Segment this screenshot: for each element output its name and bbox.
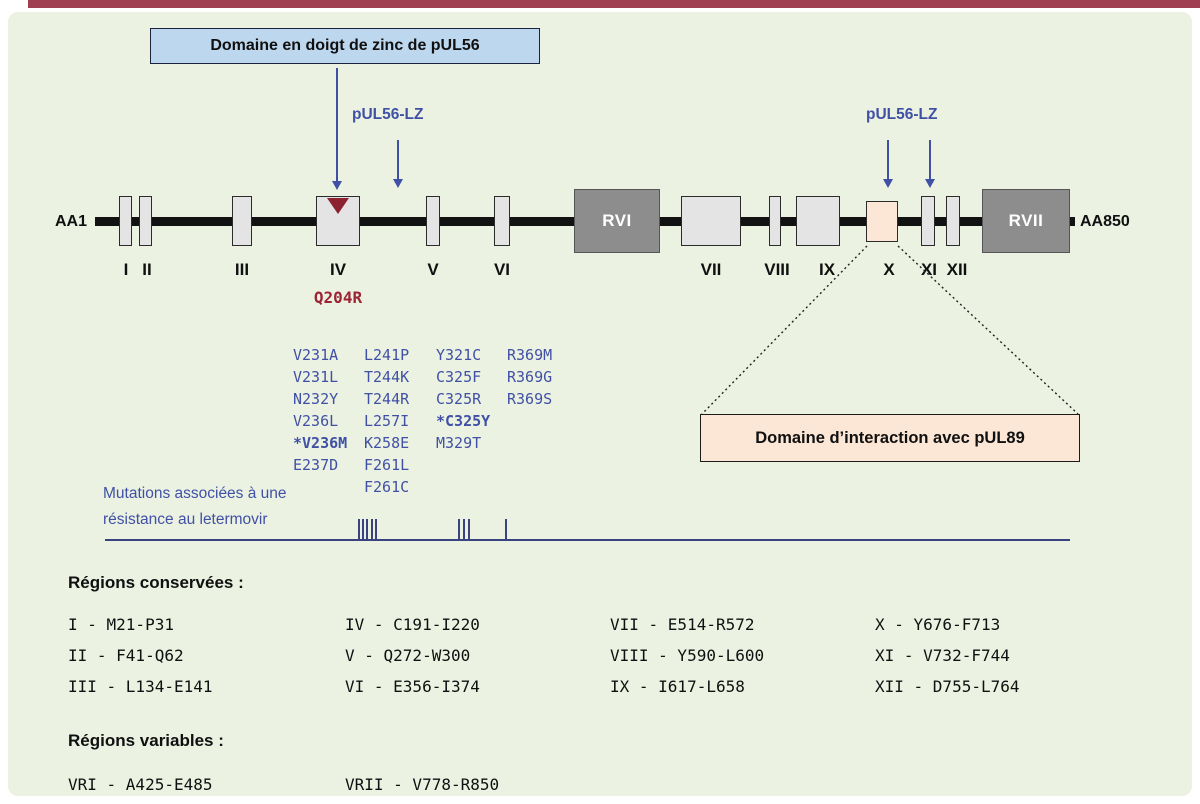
region-box-XII [946, 196, 960, 246]
mutation-code: R369M [507, 346, 553, 364]
region-box-X [866, 201, 898, 242]
pul89-interaction-label-box: Domaine d’interaction avec pUL89 [700, 414, 1080, 462]
mutation-code: K258E [364, 434, 410, 452]
region-box-VII [681, 196, 741, 246]
region-label-VII: VII [700, 260, 722, 279]
arrow-pul56-lz-left-icon [392, 140, 403, 188]
region-label-III: III [234, 260, 250, 279]
aa-end-label: AA850 [1080, 213, 1130, 230]
region-box-II [139, 196, 152, 246]
region-label-VIII: VIII [764, 260, 790, 279]
variable-regions-heading: Régions variables : [68, 731, 224, 750]
region-label-X: X [883, 260, 895, 279]
variable-region-entry: VRII - V778-R850 [345, 775, 500, 794]
region-label-II: II [142, 260, 152, 279]
q204r-mutation-marker-icon [327, 198, 349, 214]
mutation-tick [366, 519, 368, 539]
region-box-VIII [769, 196, 781, 246]
conserved-region-entry: VI - E356-I374 [345, 677, 480, 696]
conserved-region-entry: X - Y676-F713 [875, 615, 1001, 634]
mutation-code: V231L [293, 368, 339, 386]
mutation-tick [375, 519, 377, 539]
conserved-region-entry: VII - E514-R572 [610, 615, 755, 634]
mutation-code: F261C [364, 478, 410, 496]
region-box-XI [921, 196, 935, 246]
region-label-I: I [123, 260, 129, 279]
mutation-code: C325F [436, 368, 482, 386]
conserved-regions-heading: Régions conservées : [68, 573, 244, 592]
conserved-region-entry: IV - C191-I220 [345, 615, 480, 634]
pul56-lz-right-label: pUL56-LZ [866, 106, 938, 123]
mutation-code: T244K [364, 368, 410, 386]
mutation-code: V231A [293, 346, 339, 364]
mutation-tick [505, 519, 507, 539]
mutation-code: Y321C [436, 346, 482, 364]
conserved-region-entry: V - Q272-W300 [345, 646, 471, 665]
region-label-V: V [427, 260, 439, 279]
mutation-tick [463, 519, 465, 539]
mutation-code: F261L [364, 456, 410, 474]
figure-panel [8, 12, 1192, 796]
resistance-caption: Mutations associées à une résistance au … [103, 481, 287, 533]
conserved-region-entry: II - F41-Q62 [68, 646, 184, 665]
mutation-code: T244R [364, 390, 410, 408]
resistance-baseline [105, 539, 1070, 541]
mutation-code: R369S [507, 390, 553, 408]
mutation-code: L241P [364, 346, 410, 364]
mutation-column-2: L241P T244K T244R L257I K258E F261L F261… [364, 344, 409, 498]
mutation-code: L257I [364, 412, 410, 430]
arrow-pul56-lz-right-2-icon [924, 140, 935, 188]
region-box-V [426, 196, 440, 246]
mutation-code: C325R [436, 390, 482, 408]
conserved-region-entry: IX - I617-L658 [610, 677, 745, 696]
conserved-region-entry: III - L134-E141 [68, 677, 213, 696]
region-label-XI: XI [920, 260, 938, 279]
callout-dotted-lines-icon [701, 245, 1079, 415]
mutation-code: R369G [507, 368, 553, 386]
conserved-region-entry: VIII - Y590-L600 [610, 646, 765, 665]
zinc-domain-label-box: Domaine en doigt de zinc de pUL56 [150, 28, 540, 64]
conserved-region-entry: XII - D755-L764 [875, 677, 1020, 696]
mutation-code: V236L [293, 412, 339, 430]
region-label-XII: XII [946, 260, 968, 279]
region-box-IX [796, 196, 840, 246]
arrow-zinc-domain-icon [331, 68, 342, 190]
pul56-lz-left-label: pUL56-LZ [352, 106, 424, 123]
mutation-column-3: Y321C C325F C325R *C325Y M329T [436, 344, 490, 454]
region-label-IV: IV [329, 260, 347, 279]
region-box-III [232, 196, 252, 246]
top-accent-bar [28, 0, 1200, 8]
resistance-caption-line1: Mutations associées à une [103, 485, 287, 502]
mutation-code: E237D [293, 456, 339, 474]
mutation-code: *V236M [293, 434, 348, 452]
mutation-code: *C325Y [436, 412, 491, 430]
mutation-tick [362, 519, 364, 539]
mutation-tick [458, 519, 460, 539]
variable-region-entry: VRI - A425-E485 [68, 775, 213, 794]
mutation-tick [358, 519, 360, 539]
conserved-region-entry: XI - V732-F744 [875, 646, 1010, 665]
variable-region-box-RVI: RVI [574, 189, 660, 253]
mutation-code: M329T [436, 434, 482, 452]
mutation-tick [371, 519, 373, 539]
region-label-IX: IX [818, 260, 836, 279]
region-label-VI: VI [493, 260, 511, 279]
resistance-caption-line2: résistance au letermovir [103, 511, 268, 528]
region-box-I [119, 196, 132, 246]
q204r-label: Q204R [313, 288, 363, 307]
variable-region-box-RVII: RVII [982, 189, 1070, 253]
mutation-tick [468, 519, 470, 539]
aa-start-label: AA1 [55, 213, 88, 230]
mutation-code: N232Y [293, 390, 339, 408]
conserved-region-entry: I - M21-P31 [68, 615, 174, 634]
arrow-pul56-lz-right-1-icon [882, 140, 893, 188]
mutation-column-4: R369M R369G R369S [507, 344, 552, 410]
region-box-VI [494, 196, 510, 246]
mutation-column-1: V231A V231L N232Y V236L *V236M E237D [293, 344, 347, 476]
